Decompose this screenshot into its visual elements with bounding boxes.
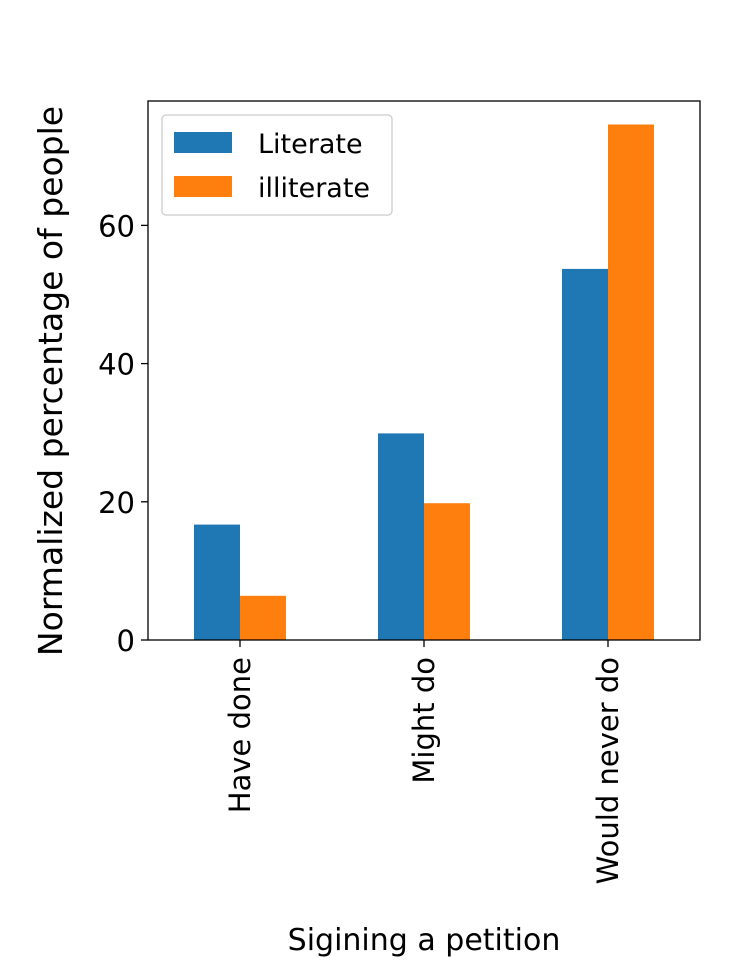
- y-tick-label: 20: [98, 486, 135, 520]
- bar-literate-might-do: [378, 433, 424, 640]
- legend-swatch-literate: [174, 132, 232, 153]
- bars-group: [194, 124, 654, 640]
- y-axis-label: Normalized percentage of people: [31, 106, 70, 656]
- y-tick-label: 0: [117, 624, 135, 658]
- legend-swatch-illiterate: [174, 176, 232, 197]
- x-tick-label: Would never do: [591, 657, 625, 884]
- bar-illiterate-have-done: [240, 595, 286, 640]
- legend-label-literate: Literate: [258, 129, 363, 160]
- x-axis-label: Sigining a petition: [288, 923, 561, 958]
- y-tick-label: 40: [98, 348, 135, 382]
- y-axis-ticks: 0 20 40 60: [98, 209, 148, 658]
- x-axis-ticks: Have done Might do Would never do: [223, 640, 625, 884]
- bar-illiterate-would-never-do: [608, 124, 654, 640]
- legend-label-illiterate: illiterate: [258, 173, 370, 204]
- bar-literate-have-done: [194, 524, 240, 640]
- y-tick-label: 60: [98, 209, 135, 243]
- x-tick-label: Have done: [223, 657, 257, 813]
- x-tick-label: Might do: [407, 657, 441, 784]
- bar-illiterate-might-do: [424, 503, 470, 640]
- legend: Literate illiterate: [161, 114, 393, 216]
- bar-literate-would-never-do: [562, 268, 608, 640]
